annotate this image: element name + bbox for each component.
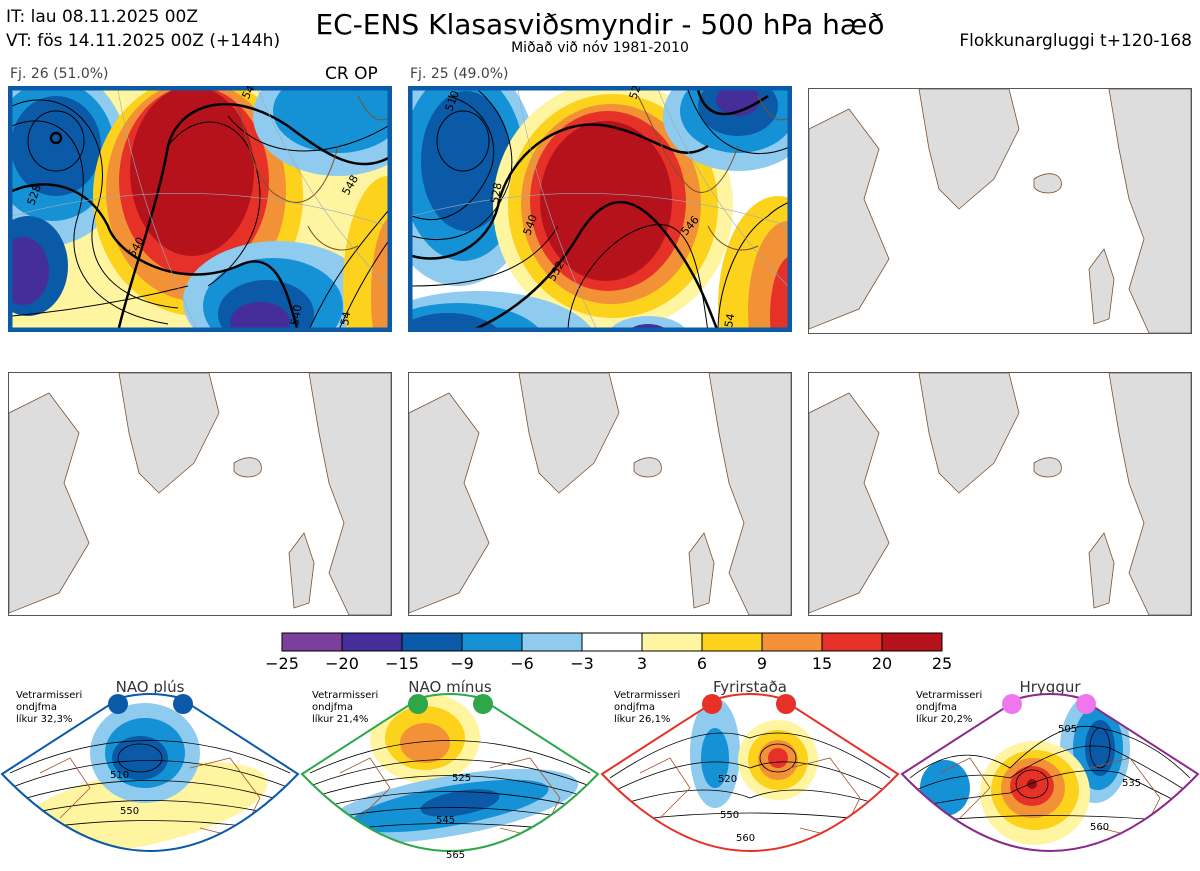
cluster-map-4 bbox=[8, 372, 392, 616]
cluster-map-1: 528 540 546 548 540 54 bbox=[8, 86, 392, 332]
cluster-map-2: 510 528 540 528 546 552 54 bbox=[408, 86, 792, 332]
cluster-map-3 bbox=[808, 88, 1192, 334]
classification-window: Flokkunargluggi t+120-168 bbox=[959, 31, 1192, 51]
colorbar-segment bbox=[341, 632, 403, 652]
cluster-map-6 bbox=[808, 372, 1192, 616]
colorbar-tick-label: −9 bbox=[450, 654, 474, 673]
regime-frequency: Vetrarmisseri ondjfma líkur 21,4% bbox=[312, 690, 379, 725]
colorbar-segment bbox=[701, 632, 763, 652]
svg-text:525: 525 bbox=[452, 773, 471, 784]
regime-frequency: Vetrarmisseri ondjfma líkur 26,1% bbox=[614, 690, 681, 725]
colorbar-tick-label: −20 bbox=[325, 654, 359, 673]
colorbar-tick-label: 15 bbox=[811, 654, 833, 673]
svg-text:535: 535 bbox=[1122, 778, 1141, 789]
colorbar-segment bbox=[461, 632, 523, 652]
regime-name: Fyrirstaða bbox=[713, 678, 787, 696]
svg-text:560: 560 bbox=[736, 833, 755, 844]
regime-ridge: Hryggur Vetrarmisseri ondjfma líkur 20,2… bbox=[900, 678, 1200, 871]
colorbar-tick-label: 6 bbox=[696, 654, 708, 673]
regime-frequency: Vetrarmisseri ondjfma líkur 20,2% bbox=[916, 690, 983, 725]
colorbar-segment bbox=[281, 632, 343, 652]
regime-name: Hryggur bbox=[1019, 678, 1081, 696]
colorbar bbox=[281, 632, 943, 652]
cluster-1-highlight-frame bbox=[8, 86, 392, 332]
page-title: EC-ENS Klasasviðsmyndir - 500 hPa hæð bbox=[315, 8, 885, 41]
colorbar-tick-label: −6 bbox=[510, 654, 534, 673]
colorbar-tick-label: 9 bbox=[756, 654, 768, 673]
page-subtitle: Miðað við nóv 1981-2010 bbox=[511, 40, 689, 56]
colorbar-tick-label: 3 bbox=[636, 654, 648, 673]
svg-text:540: 540 bbox=[288, 304, 304, 327]
svg-text:54: 54 bbox=[722, 312, 737, 328]
colorbar-tick-label: −15 bbox=[385, 654, 419, 673]
cluster-tag-1: CR OP bbox=[325, 64, 378, 84]
svg-text:510: 510 bbox=[110, 770, 129, 781]
colorbar-segment bbox=[401, 632, 463, 652]
cluster-label-2: Fj. 25 (49.0%) bbox=[410, 66, 509, 82]
cluster-2-highlight-frame bbox=[408, 86, 792, 332]
regime-name: NAO mínus bbox=[408, 678, 492, 696]
colorbar-segment bbox=[521, 632, 583, 652]
colorbar-tick-label: 25 bbox=[931, 654, 953, 673]
regime-nao-plus: NAO plús Vetrarmisseri ondjfma líkur 32,… bbox=[0, 678, 300, 871]
svg-text:545: 545 bbox=[436, 815, 455, 826]
svg-text:550: 550 bbox=[720, 810, 739, 821]
regime-blocking: Fyrirstaða Vetrarmisseri ondjfma líkur 2… bbox=[600, 678, 900, 871]
valid-time: VT: fös 14.11.2025 00Z (+144h) bbox=[6, 31, 281, 51]
svg-text:565: 565 bbox=[446, 850, 465, 861]
cluster-label-1: Fj. 26 (51.0%) bbox=[10, 66, 109, 82]
svg-text:54: 54 bbox=[338, 310, 353, 326]
colorbar-segment bbox=[821, 632, 883, 652]
svg-text:528: 528 bbox=[488, 182, 504, 205]
cluster-map-5 bbox=[408, 372, 792, 616]
initial-time: IT: lau 08.11.2025 00Z bbox=[6, 7, 198, 27]
regime-name: NAO plús bbox=[115, 678, 185, 696]
regime-nao-minus: NAO mínus Vetrarmisseri ondjfma líkur 21… bbox=[300, 678, 600, 871]
svg-text:505: 505 bbox=[1058, 724, 1077, 735]
svg-text:560: 560 bbox=[1090, 822, 1109, 833]
regime-frequency: Vetrarmisseri ondjfma líkur 32,3% bbox=[16, 690, 83, 725]
svg-text:520: 520 bbox=[718, 774, 737, 785]
colorbar-tick-label: −25 bbox=[265, 654, 299, 673]
colorbar-segment bbox=[641, 632, 703, 652]
colorbar-tick-label: −3 bbox=[570, 654, 594, 673]
colorbar-tick-label: 20 bbox=[871, 654, 893, 673]
svg-text:550: 550 bbox=[120, 806, 139, 817]
colorbar-segment bbox=[761, 632, 823, 652]
colorbar-segment bbox=[881, 632, 943, 652]
colorbar-segment bbox=[581, 632, 643, 652]
